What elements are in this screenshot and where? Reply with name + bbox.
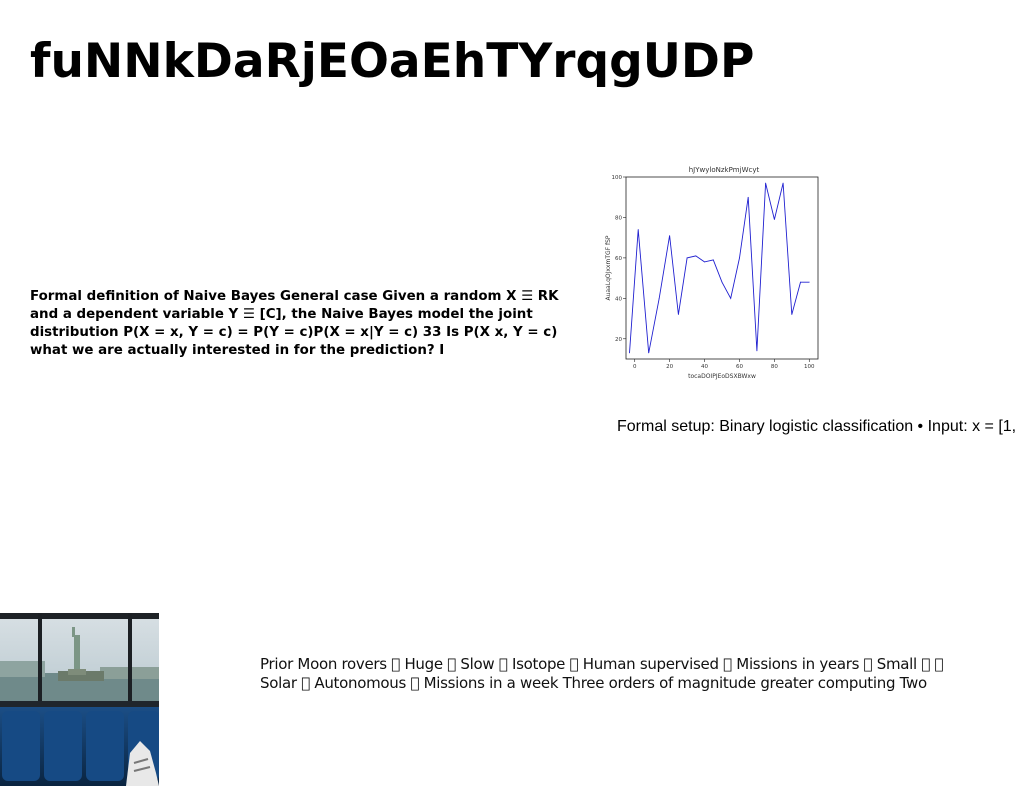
x-tick-label: 20: [666, 364, 673, 370]
data-point: [677, 314, 679, 315]
data-point: [808, 281, 810, 283]
data-point: [669, 235, 671, 237]
line-chart: hJYwyloNzkPmjWcyt 0 20 40 60 80 100 20 40 60 80 1…: [600, 160, 830, 385]
y-tick-label: 20: [615, 337, 622, 343]
data-point: [695, 255, 697, 257]
y-axis-ticks: 20 40 60 80 100: [612, 175, 626, 343]
statue-of-liberty-photo: [0, 613, 159, 786]
data-point: [765, 182, 767, 184]
data-point: [791, 314, 793, 315]
naive-bayes-paragraph: Formal definition of Naive Bayes General…: [30, 289, 559, 358]
page-title: fuNNkDaRjEOaEhTYrqgUDP: [30, 34, 755, 89]
data-point: [800, 281, 801, 283]
y-tick-label: 40: [615, 296, 622, 302]
data-point: [704, 261, 705, 263]
x-tick-label: 60: [736, 364, 743, 370]
x-tick-label: 40: [701, 364, 708, 370]
line-chart-svg: hJYwyloNzkPmjWcyt 0 20 40 60 80 100 20 40 60 80 1…: [605, 166, 819, 380]
data-point: [686, 257, 688, 259]
data-point: [747, 196, 749, 198]
data-point: [658, 297, 660, 299]
y-tick-label: 80: [615, 215, 622, 221]
x-tick-label: 0: [633, 364, 637, 370]
y-axis-label: AuaaLqOJxxmTGF fSP: [605, 235, 612, 300]
plot-area-frame: [625, 176, 819, 360]
x-axis-label: tocaDOIPJEoDSXBWxw: [688, 373, 756, 380]
data-point: [712, 259, 714, 261]
data-point: [739, 257, 740, 259]
data-point: [782, 182, 784, 184]
x-axis-ticks: 0 20 40 60 80 100: [633, 359, 815, 370]
x-tick-label: 100: [804, 364, 815, 370]
x-tick-label: 80: [771, 364, 778, 370]
logistic-setup-text: Formal setup: Binary logistic classifica…: [617, 418, 1017, 435]
series-line: [629, 182, 810, 353]
data-point: [637, 229, 639, 230]
data-point: [730, 297, 732, 299]
data-point: [629, 352, 630, 354]
series-points: [629, 182, 810, 354]
y-tick-label: 100: [612, 175, 623, 181]
y-tick-label: 60: [615, 256, 622, 262]
moon-rovers-text: Prior Moon rovers ￿ Huge ￿ Slow ￿ Isotop…: [260, 655, 944, 692]
data-point: [721, 281, 723, 283]
photo-illustration: [0, 613, 159, 786]
data-point: [756, 350, 758, 352]
chart-title: hJYwyloNzkPmjWcyt: [689, 166, 760, 174]
data-point: [648, 352, 650, 354]
data-point: [773, 219, 775, 220]
